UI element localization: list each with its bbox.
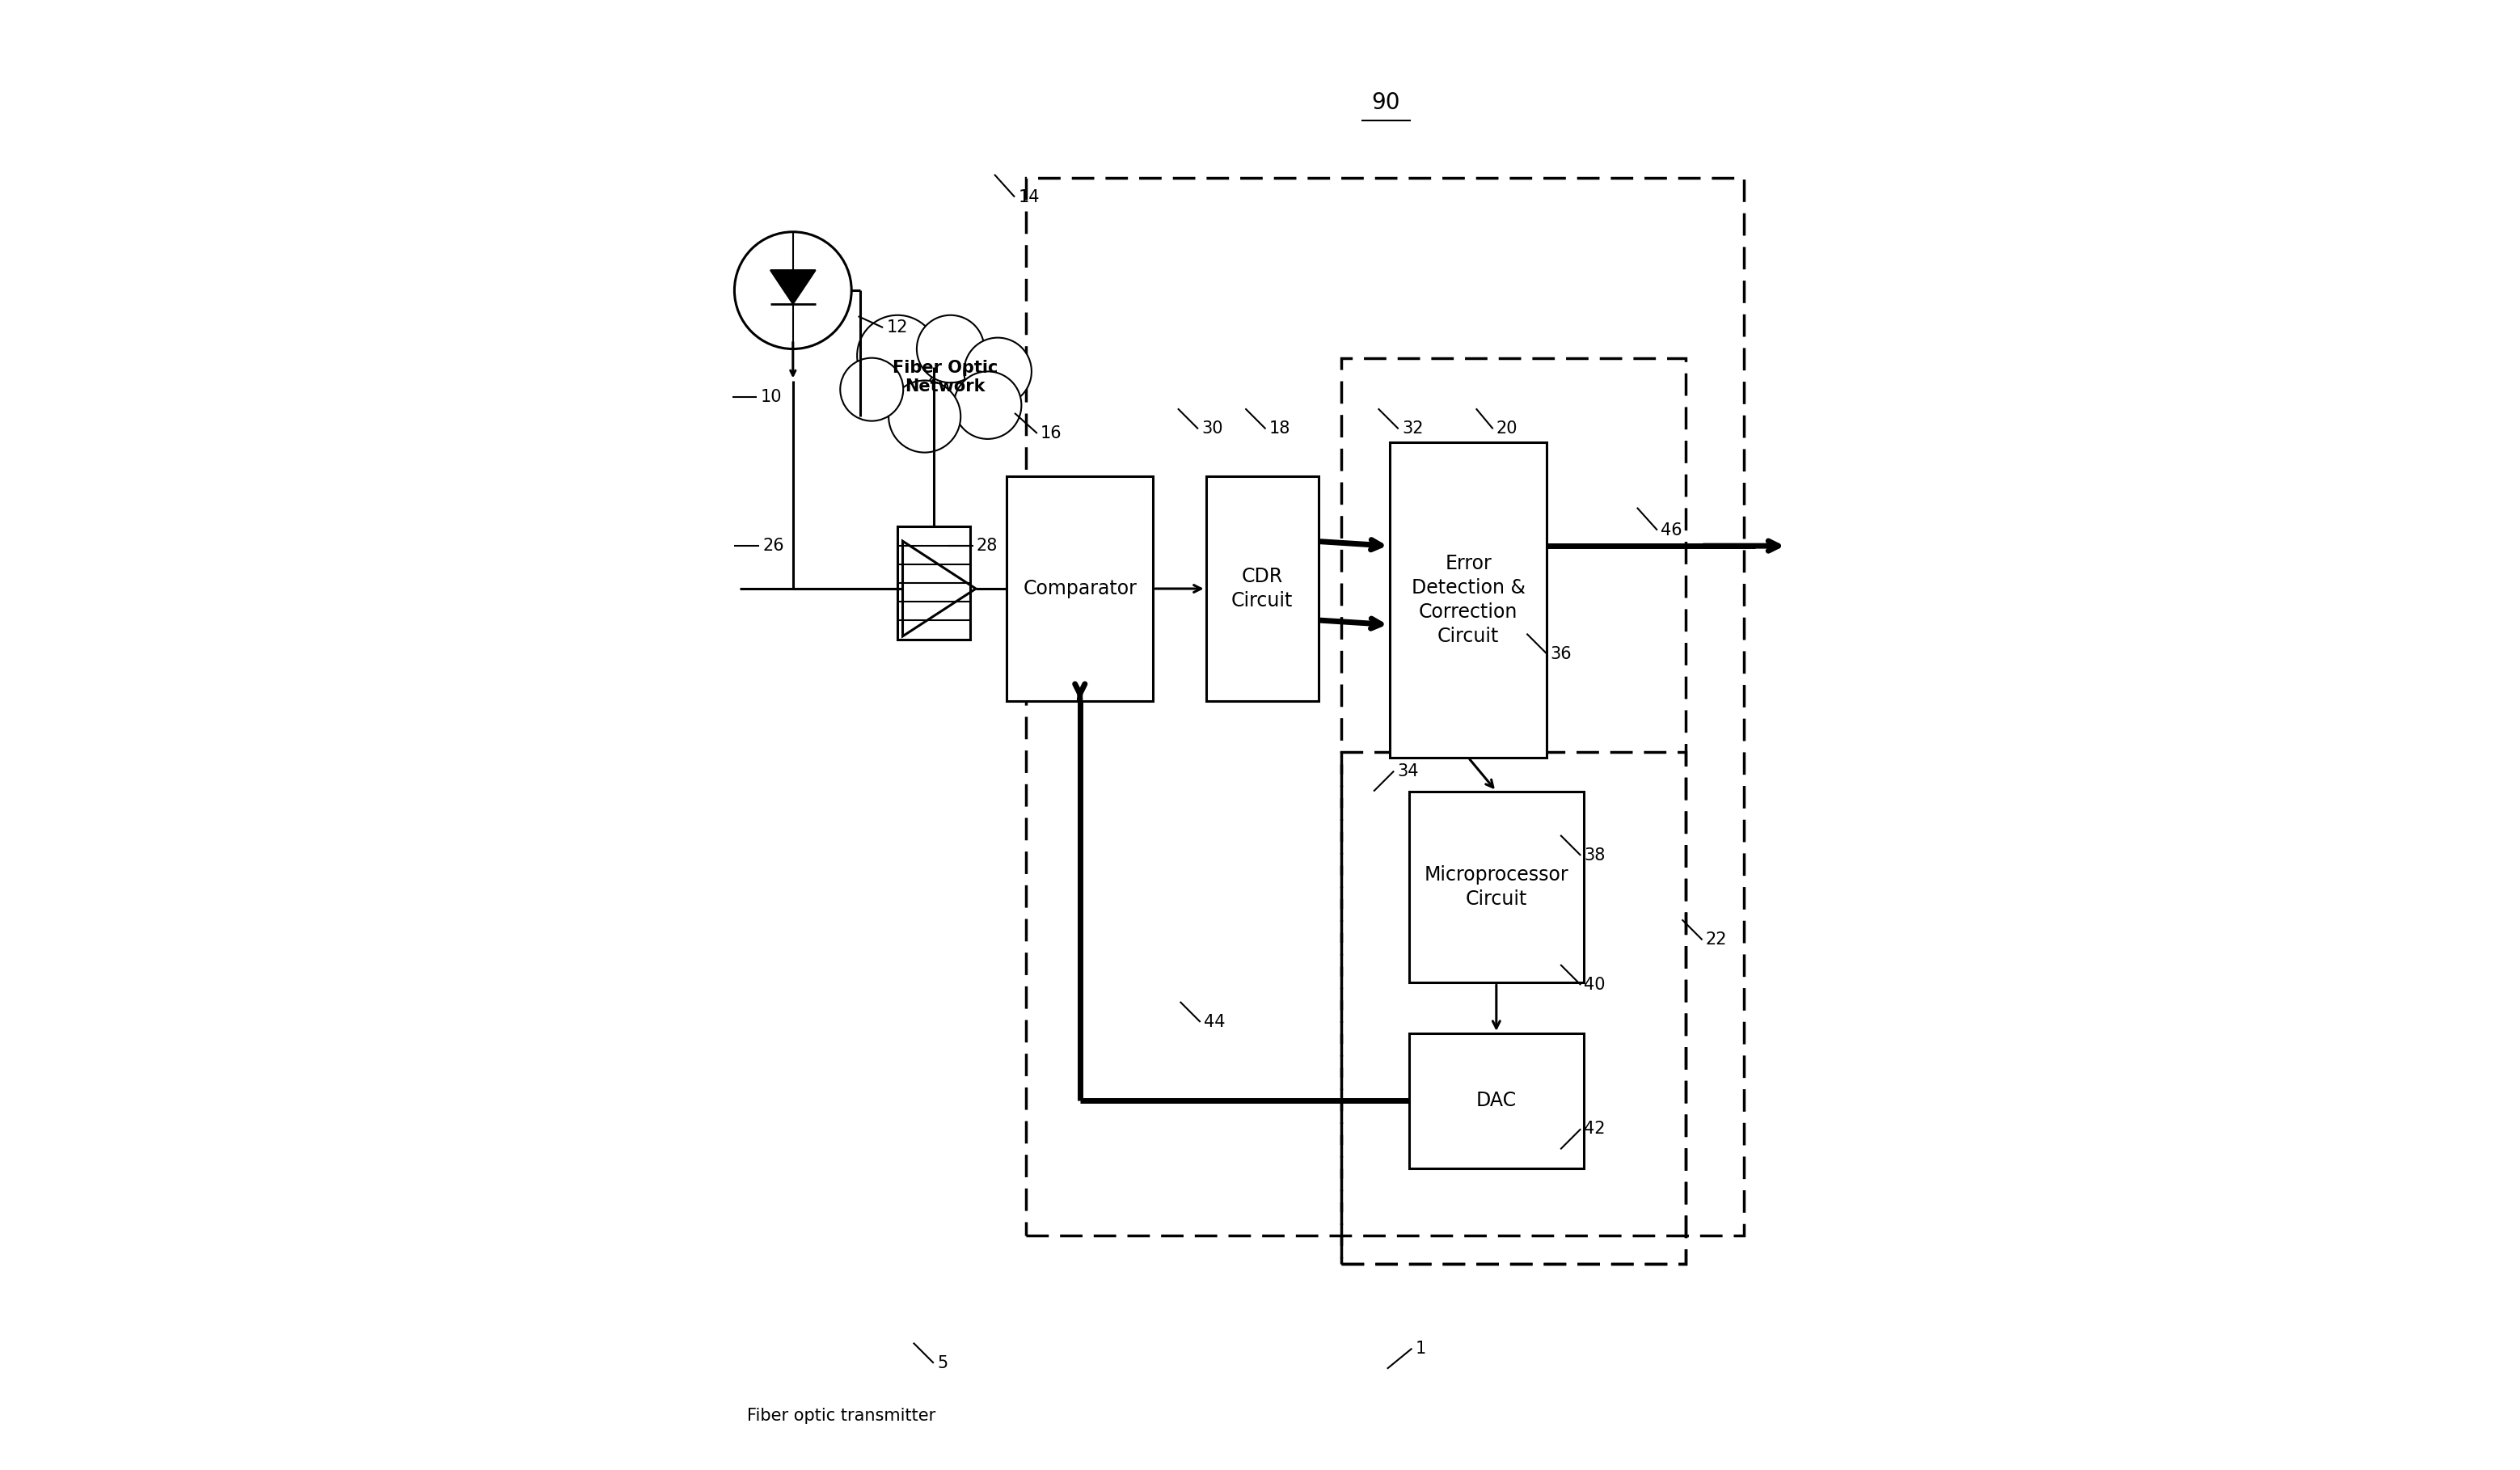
Bar [1341, 751, 1686, 1264]
Text: 1: 1 [1416, 1341, 1426, 1357]
Text: CDR
Circuit: CDR Circuit [1232, 567, 1293, 610]
Bar [1341, 357, 1686, 1264]
Text: 10: 10 [761, 390, 781, 406]
Text: 5: 5 [937, 1355, 948, 1372]
Text: Fiber optic transmitter: Fiber optic transmitter [746, 1408, 935, 1424]
Text: 42: 42 [1585, 1120, 1605, 1136]
Bar [897, 526, 970, 639]
Text: 18: 18 [1270, 420, 1290, 437]
Bar [1008, 476, 1154, 701]
Text: DAC: DAC [1477, 1091, 1517, 1110]
Text: 30: 30 [1202, 420, 1222, 437]
Bar [1207, 476, 1318, 701]
Polygon shape [771, 270, 816, 304]
Bar [1409, 791, 1583, 982]
Text: 34: 34 [1396, 763, 1419, 779]
Text: 32: 32 [1401, 420, 1424, 437]
Text: 26: 26 [764, 538, 784, 554]
Text: 22: 22 [1706, 932, 1726, 948]
Text: 36: 36 [1550, 645, 1572, 662]
Text: 28: 28 [975, 538, 998, 554]
Bar [1026, 178, 1744, 1236]
Text: Error
Detection &
Correction
Circuit: Error Detection & Correction Circuit [1411, 554, 1525, 645]
Text: Fiber Optic
Network: Fiber Optic Network [892, 360, 998, 394]
Circle shape [890, 381, 960, 453]
Bar [1409, 1033, 1583, 1169]
Circle shape [857, 315, 937, 397]
Text: 40: 40 [1585, 976, 1605, 992]
Text: 14: 14 [1018, 188, 1038, 204]
Circle shape [839, 357, 902, 420]
Circle shape [965, 338, 1031, 406]
Text: Comparator: Comparator [1023, 579, 1137, 598]
Text: 16: 16 [1041, 425, 1061, 441]
Text: 38: 38 [1585, 847, 1605, 863]
Text: 44: 44 [1205, 1014, 1225, 1030]
Text: 46: 46 [1661, 522, 1683, 538]
Circle shape [955, 372, 1021, 440]
Text: 12: 12 [887, 319, 907, 335]
Bar [1389, 442, 1547, 757]
Text: 20: 20 [1497, 420, 1517, 437]
Circle shape [917, 315, 985, 382]
Text: 90: 90 [1371, 91, 1401, 113]
Text: Microprocessor
Circuit: Microprocessor Circuit [1424, 866, 1567, 908]
